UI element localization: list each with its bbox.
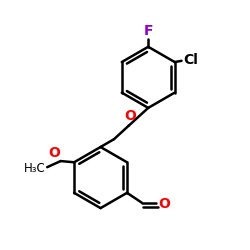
- Text: O: O: [125, 109, 136, 123]
- Text: F: F: [144, 24, 153, 38]
- Text: Cl: Cl: [183, 52, 198, 66]
- Text: O: O: [158, 197, 170, 211]
- Text: O: O: [48, 146, 60, 160]
- Text: H₃C: H₃C: [24, 162, 46, 175]
